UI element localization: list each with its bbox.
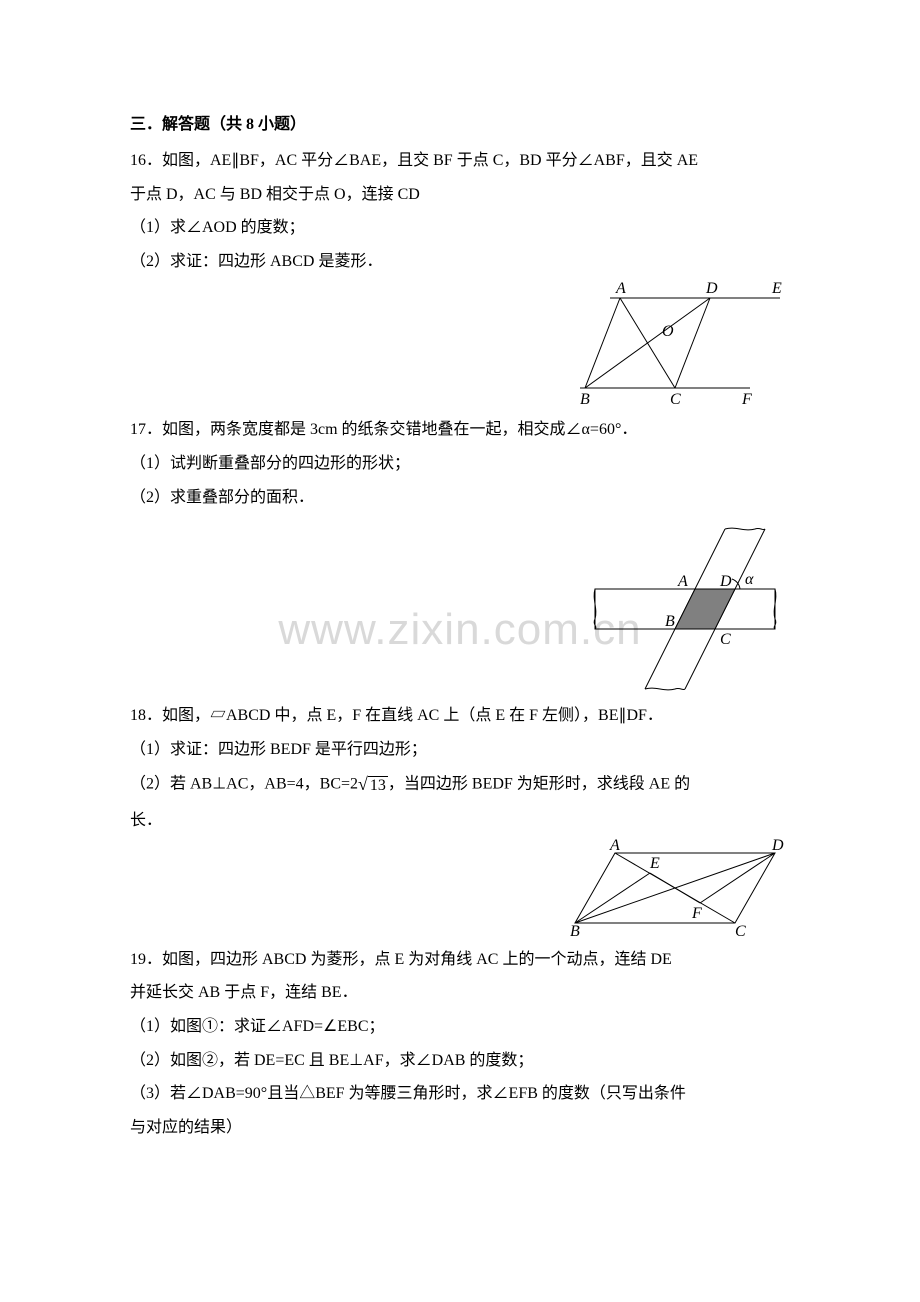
fig-label-A: A — [615, 280, 626, 297]
q19-sub2: （2）如图②，若 DE=EC 且 BE⊥AF，求∠DAB 的度数； — [130, 1044, 790, 1078]
q18-sub3: 长． — [130, 804, 790, 838]
q18-sub2b: ，当四边形 BEDF 为矩形时，求线段 AE 的 — [388, 776, 690, 793]
q16-sub1: （1）求∠AOD 的度数； — [130, 211, 790, 245]
q17-sub1: （1）试判断重叠部分的四边形的形状； — [130, 447, 790, 481]
fig-label-B: B — [580, 391, 590, 408]
fig-label-C: C — [670, 391, 681, 408]
q19-sub4: 与对应的结果） — [130, 1111, 790, 1145]
sqrt-icon: √13 — [358, 766, 388, 804]
q17-sub2: （2）求重叠部分的面积． — [130, 481, 790, 515]
fig-label-O: O — [662, 323, 674, 340]
q18-figure: A D B C E F — [570, 838, 790, 943]
q18-line1: 18．如图，▱ABCD 中，点 E，F 在直线 AC 上（点 E 在 F 左侧）… — [130, 699, 790, 733]
fig-label-D: D — [705, 280, 718, 297]
q19-line2: 并延长交 AB 于点 F，连结 BE． — [130, 976, 790, 1010]
q16-figure: A D E B C F O — [580, 278, 790, 413]
q16-line2: 于点 D，AC 与 BD 相交于点 O，连接 CD — [130, 178, 790, 212]
q17-figure: A D B C α — [590, 514, 790, 699]
fig-label-A: A — [677, 573, 688, 590]
fig-label-B: B — [665, 613, 675, 630]
fig-label-B: B — [570, 923, 580, 938]
q19-line1: 19．如图，四边形 ABCD 为菱形，点 E 为对角线 AC 上的一个动点，连结… — [130, 943, 790, 977]
section-header: 三．解答题（共 8 小题） — [130, 110, 790, 134]
fig-label-A: A — [609, 838, 620, 854]
fig-label-C: C — [720, 631, 731, 648]
fig-label-F: F — [691, 905, 702, 922]
q17-line1: 17．如图，两条宽度都是 3cm 的纸条交错地叠在一起，相交成∠α=60°． — [130, 413, 790, 447]
fig-label-alpha: α — [745, 571, 754, 588]
q19-sub1: （1）如图①：求证∠AFD=∠EBC； — [130, 1010, 790, 1044]
q16-sub2: （2）求证：四边形 ABCD 是菱形． — [130, 245, 790, 279]
q19-sub3: （3）若∠DAB=90°且当△BEF 为等腰三角形时，求∠EFB 的度数（只写出… — [130, 1077, 790, 1111]
fig-label-E: E — [771, 280, 782, 297]
q18-sub1: （1）求证：四边形 BEDF 是平行四边形； — [130, 733, 790, 767]
q16-line1: 16．如图，AE∥BF，AC 平分∠BAE，且交 BF 于点 C，BD 平分∠A… — [130, 144, 790, 178]
fig-label-C: C — [735, 923, 746, 938]
fig-label-F: F — [741, 391, 752, 408]
q18-sub2a: （2）若 AB⊥AC，AB=4，BC=2 — [130, 776, 358, 793]
fig-label-E: E — [649, 855, 660, 872]
fig-label-D: D — [771, 838, 784, 854]
fig-label-D: D — [719, 573, 732, 590]
q18-sub2: （2）若 AB⊥AC，AB=4，BC=2√13，当四边形 BEDF 为矩形时，求… — [130, 766, 790, 804]
